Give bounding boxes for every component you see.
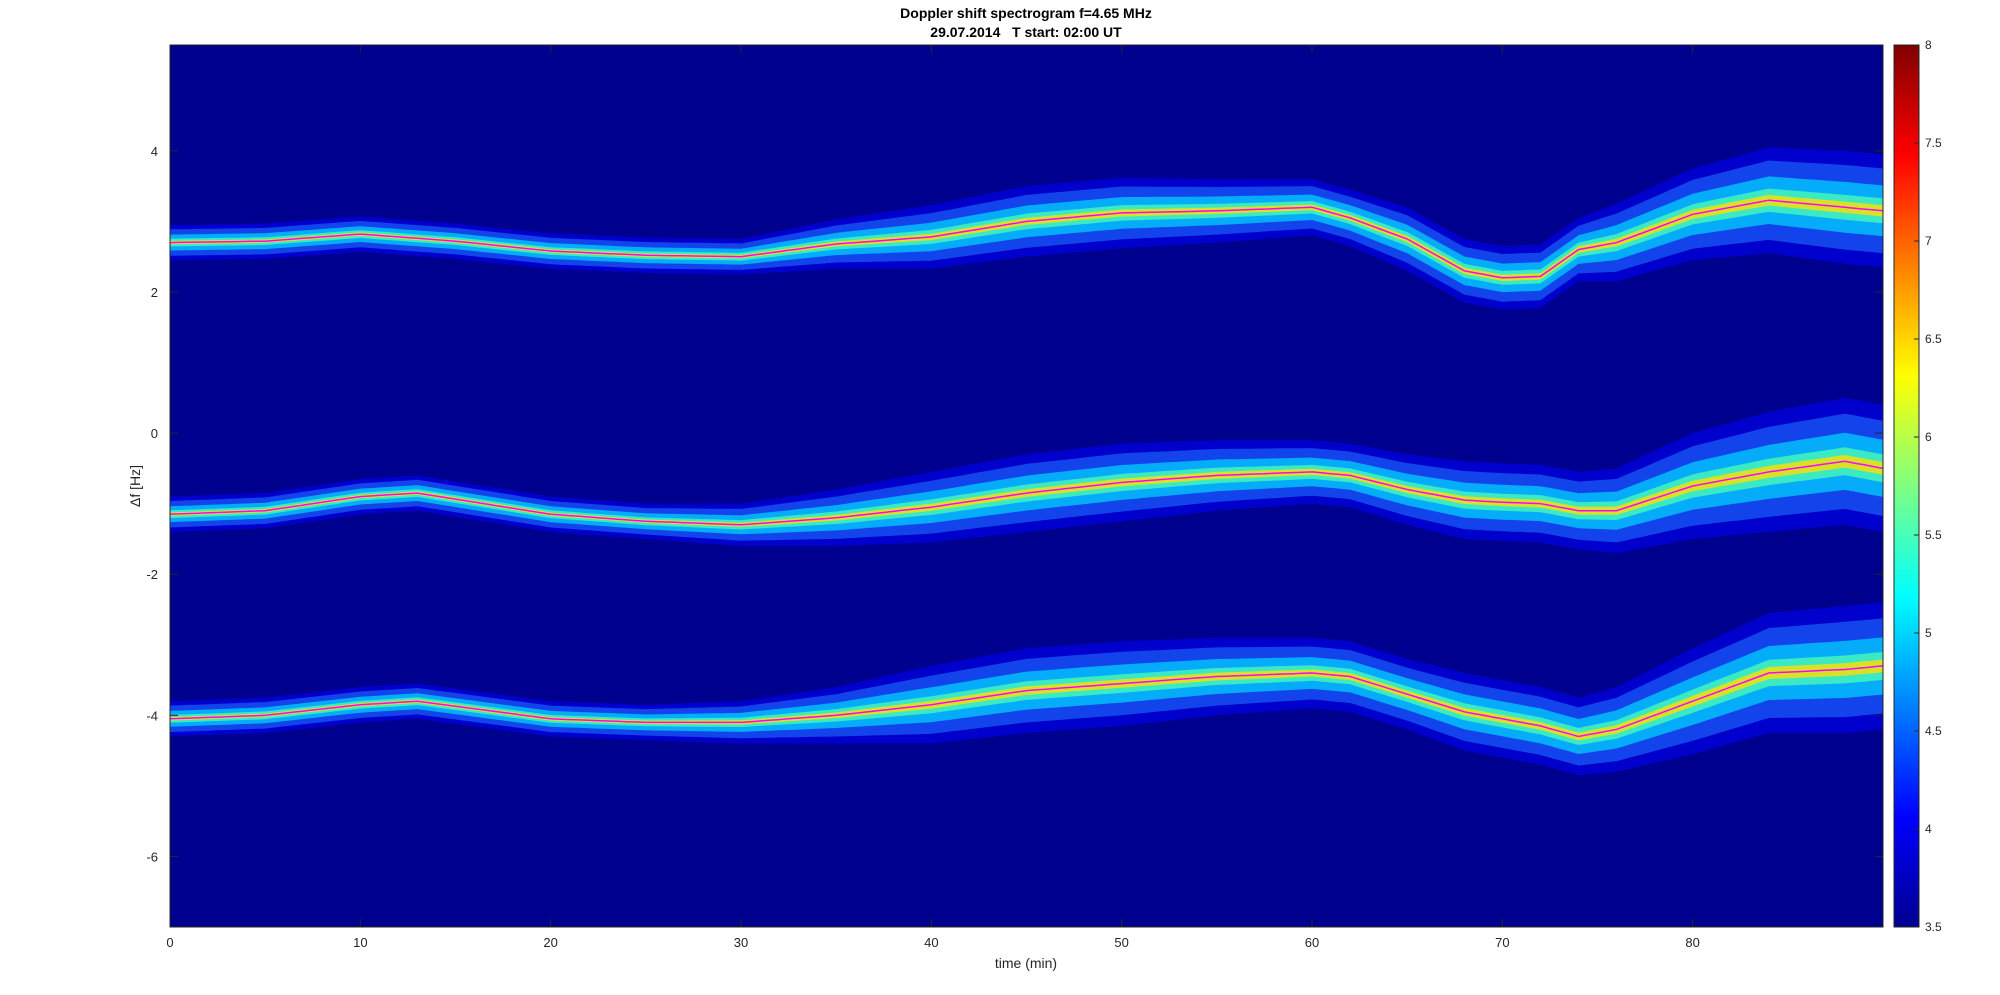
trace-center-line — [170, 199, 1883, 279]
trace-band — [170, 455, 1883, 527]
x-tick-label: 10 — [353, 935, 367, 950]
x-tick-label: 20 — [543, 935, 557, 950]
trace-band — [170, 432, 1883, 535]
y-axis-ticks: 4 2 0 -2 -4 -6 — [146, 144, 1883, 864]
y-tick-label: 4 — [151, 144, 158, 159]
doppler-trace-3 — [170, 602, 1883, 776]
colorbar: 3.5 4 4.5 5 5.5 6 6.5 7 7.5 8 — [1893, 38, 1942, 934]
x-axis-ticks: 0 10 20 30 40 50 60 70 80 — [166, 45, 1700, 950]
colorbar-gradient — [1893, 44, 1920, 928]
colorbar-tick-label: 7 — [1925, 234, 1932, 248]
colorbar-tick-label: 4 — [1925, 822, 1932, 836]
y-tick-label: -2 — [146, 567, 158, 582]
trace-band — [170, 447, 1883, 530]
x-tick-label: 0 — [166, 935, 173, 950]
plot-area — [169, 44, 1884, 928]
colorbar-tick-label: 5.5 — [1925, 528, 1942, 542]
colorbar-tick-label: 5 — [1925, 626, 1932, 640]
trace-center-line — [170, 665, 1883, 738]
trace-band — [170, 188, 1883, 285]
x-tick-label: 50 — [1114, 935, 1128, 950]
y-tick-label: -6 — [146, 849, 158, 864]
doppler-trace-1 — [170, 147, 1883, 310]
chart-title: Doppler shift spectrogram f=4.65 MHz — [900, 5, 1152, 21]
colorbar-tick-label: 7.5 — [1925, 136, 1942, 150]
y-tick-label: 0 — [151, 426, 158, 441]
colorbar-ticks: 3.5 4 4.5 5 5.5 6 6.5 7 7.5 8 — [1914, 38, 1942, 934]
x-tick-label: 60 — [1305, 935, 1319, 950]
colorbar-tick-label: 8 — [1925, 38, 1932, 52]
x-tick-label: 40 — [924, 935, 938, 950]
colorbar-tick-label: 3.5 — [1925, 920, 1942, 934]
x-tick-label: 80 — [1685, 935, 1699, 950]
colorbar-tick-label: 4.5 — [1925, 724, 1942, 738]
doppler-trace-2 — [170, 397, 1883, 553]
x-tick-label: 70 — [1495, 935, 1509, 950]
y-tick-label: -4 — [146, 708, 158, 723]
trace-center-line — [170, 460, 1883, 526]
y-axis-label: Δf [Hz] — [127, 465, 143, 507]
x-tick-label: 30 — [734, 935, 748, 950]
plot-frame — [169, 44, 1884, 928]
x-axis-label: time (min) — [995, 955, 1057, 971]
colorbar-tick-label: 6.5 — [1925, 332, 1942, 346]
y-tick-label: 2 — [151, 285, 158, 300]
chart-subtitle: 29.07.2014 T start: 02:00 UT — [930, 24, 1122, 40]
colorbar-tick-label: 6 — [1925, 430, 1932, 444]
